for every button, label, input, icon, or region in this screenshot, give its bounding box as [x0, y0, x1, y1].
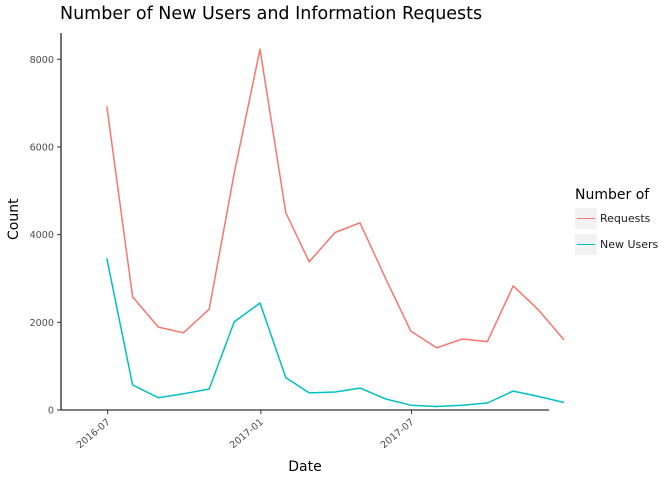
legend-item-new-users: New Users [575, 233, 658, 255]
x-axis-label: Date [288, 459, 322, 475]
legend-key [575, 207, 597, 229]
legend-swatch-requests [577, 217, 595, 219]
legend-title: Number of [575, 187, 650, 203]
legend-label: Requests [600, 211, 651, 225]
x-tick-label: 2016-07 [75, 417, 113, 451]
legend-key [575, 233, 597, 255]
x-tick-label: 2017-01 [228, 417, 266, 451]
x-tick-label: 2017-07 [379, 417, 417, 451]
y-tick-label: 0 [48, 406, 54, 417]
legend-item-requests: Requests [575, 207, 658, 229]
chart-title: Number of New Users and Information Requ… [60, 4, 483, 24]
series-line-new-users [106, 258, 565, 408]
legend: Number of Requests New Users [575, 187, 658, 255]
legend-label: New Users [600, 237, 659, 251]
y-axis-label: Count [6, 198, 22, 240]
x-axis: 2016-07 2017-01 2017-07 [61, 409, 549, 451]
legend-swatch-new-users [577, 243, 595, 245]
y-axis: 0 2000 4000 6000 8000 [30, 33, 62, 417]
plot-series [106, 48, 565, 408]
series-line-requests [106, 48, 565, 349]
y-tick-label: 4000 [30, 230, 54, 241]
y-tick-label: 8000 [30, 55, 54, 66]
y-tick-label: 2000 [30, 318, 54, 329]
y-tick-label: 6000 [30, 142, 54, 153]
